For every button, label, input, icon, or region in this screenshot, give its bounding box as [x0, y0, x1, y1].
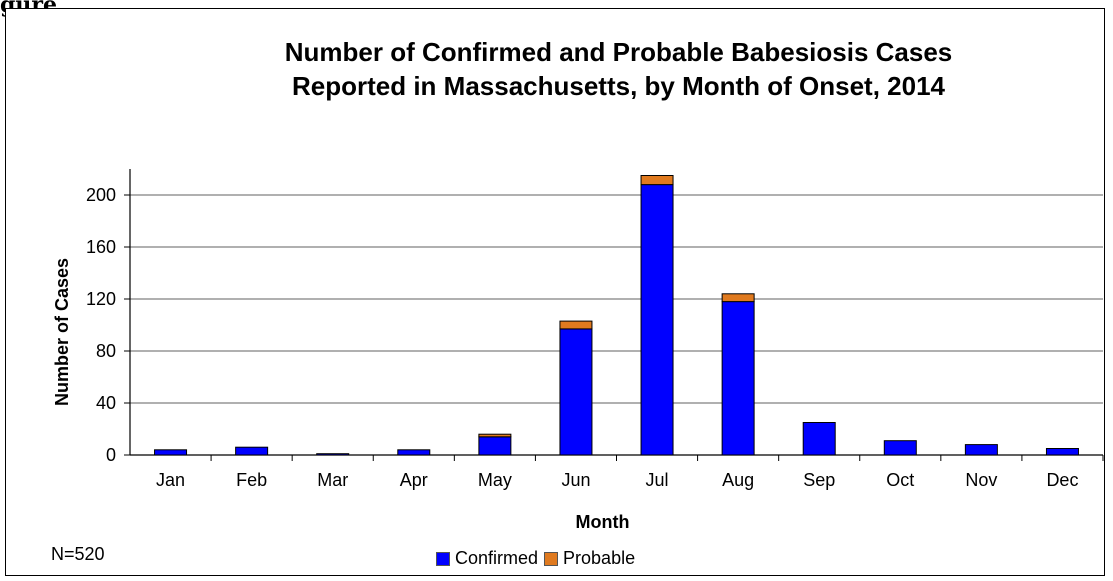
x-tick-label-feb: Feb — [236, 470, 267, 490]
bar-confirmed-jul — [640, 184, 674, 456]
bar-confirmed-dec — [1045, 448, 1079, 456]
chart-plot: 0 40 80 120 160 200 Jan Feb Mar Apr May Jun Jul Aug Se… — [52, 169, 1104, 532]
bar-confirmed-nov — [964, 444, 998, 456]
x-tick-label-mar: Mar — [317, 470, 348, 490]
bar-confirmed-sep — [802, 422, 836, 456]
y-tick-label-160: 160 — [86, 237, 116, 257]
x-tick-label-aug: Aug — [722, 470, 754, 490]
bar-confirmed-oct — [883, 440, 917, 456]
legend-swatch-confirmed — [436, 551, 450, 566]
x-tick-label-may: May — [478, 470, 512, 490]
chart-title-line-2: Reported in Massachusetts, by Month of O… — [291, 71, 946, 101]
chart-frame: Number of Confirmed and Probable Babesio… — [5, 8, 1105, 576]
y-tick-label-40: 40 — [96, 393, 116, 413]
x-axis-label: Month — [576, 512, 630, 532]
x-tick-label-sep: Sep — [803, 470, 835, 490]
legend: Confirmed Probable — [436, 548, 641, 569]
bar-confirmed-aug — [721, 301, 755, 456]
legend-item-probable: Probable — [544, 548, 635, 569]
bar-confirmed-feb — [235, 446, 269, 456]
y-tick-label-0: 0 — [106, 445, 116, 465]
x-tick-label-jan: Jan — [156, 470, 185, 490]
legend-label-confirmed: Confirmed — [455, 548, 539, 568]
y-tick-label-120: 120 — [86, 289, 116, 309]
x-tick-label-apr: Apr — [400, 470, 428, 490]
bar-confirmed-jan — [154, 449, 188, 456]
bar-confirmed-may — [478, 436, 512, 456]
y-tick-label-80: 80 — [96, 341, 116, 361]
bar-confirmed-mar — [316, 453, 350, 456]
x-tick-label-dec: Dec — [1046, 470, 1078, 490]
legend-label-probable: Probable — [563, 548, 636, 568]
legend-item-confirmed: Confirmed — [436, 548, 538, 569]
x-tick-label-oct: Oct — [886, 470, 914, 490]
bar-probable-aug — [721, 293, 755, 303]
sample-size-label: N=520 — [51, 544, 105, 564]
x-tick-label-nov: Nov — [965, 470, 997, 490]
y-tick-label-200: 200 — [86, 185, 116, 205]
bar-probable-may — [478, 433, 512, 438]
chart-title-line-1: Number of Confirmed and Probable Babesio… — [284, 37, 953, 67]
x-tick-label-jul: Jul — [646, 470, 669, 490]
y-axis-label: Number of Cases — [52, 258, 72, 406]
bar-confirmed-jun — [559, 328, 593, 456]
legend-swatch-probable — [544, 551, 559, 566]
bar-probable-jul — [640, 175, 674, 186]
bar-confirmed-apr — [397, 449, 431, 456]
chart-title: Number of Confirmed and Probable Babesio… — [6, 35, 1113, 103]
x-tick-label-jun: Jun — [561, 470, 590, 490]
bar-probable-jun — [559, 320, 593, 330]
